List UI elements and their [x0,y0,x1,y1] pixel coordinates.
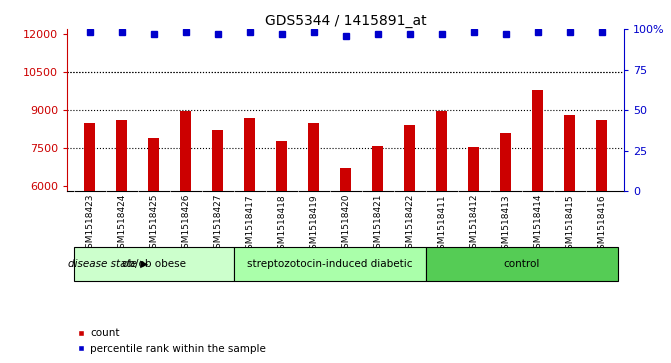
Bar [148,138,159,338]
Bar [84,123,95,338]
Text: GSM1518415: GSM1518415 [565,194,574,254]
Bar [596,120,607,338]
Text: GSM1518425: GSM1518425 [149,194,158,254]
Text: GSM1518417: GSM1518417 [245,194,254,254]
Text: GSM1518411: GSM1518411 [437,194,446,254]
Text: GSM1518427: GSM1518427 [213,194,222,254]
Bar [532,90,544,338]
Text: GSM1518414: GSM1518414 [533,194,542,254]
Bar [500,133,511,338]
Text: GSM1518421: GSM1518421 [373,194,382,254]
Text: GSM1518420: GSM1518420 [341,194,350,254]
Bar [74,247,234,281]
Legend: count, percentile rank within the sample: count, percentile rank within the sample [72,324,270,358]
Title: GDS5344 / 1415891_at: GDS5344 / 1415891_at [265,14,426,28]
Text: GSM1518426: GSM1518426 [181,194,190,254]
Text: GSM1518419: GSM1518419 [309,194,318,254]
Bar [436,111,447,338]
Bar [244,118,255,338]
Text: GSM1518412: GSM1518412 [469,194,478,254]
Text: GSM1518424: GSM1518424 [117,194,126,254]
Text: disease state ▶: disease state ▶ [68,259,148,269]
Bar [564,115,575,338]
Bar [212,130,223,338]
Text: GSM1518423: GSM1518423 [85,194,94,254]
Bar [425,247,617,281]
Bar [276,140,287,338]
Text: ob/ob obese: ob/ob obese [121,259,185,269]
Bar [372,146,383,338]
Bar [234,247,425,281]
Bar [180,111,191,338]
Bar [340,168,351,338]
Bar [468,147,479,338]
Text: control: control [503,259,539,269]
Text: GSM1518418: GSM1518418 [277,194,286,254]
Text: GSM1518413: GSM1518413 [501,194,510,254]
Bar [404,125,415,338]
Text: GSM1518416: GSM1518416 [597,194,606,254]
Bar [116,120,127,338]
Text: streptozotocin-induced diabetic: streptozotocin-induced diabetic [247,259,412,269]
Text: GSM1518422: GSM1518422 [405,194,414,254]
Bar [308,123,319,338]
